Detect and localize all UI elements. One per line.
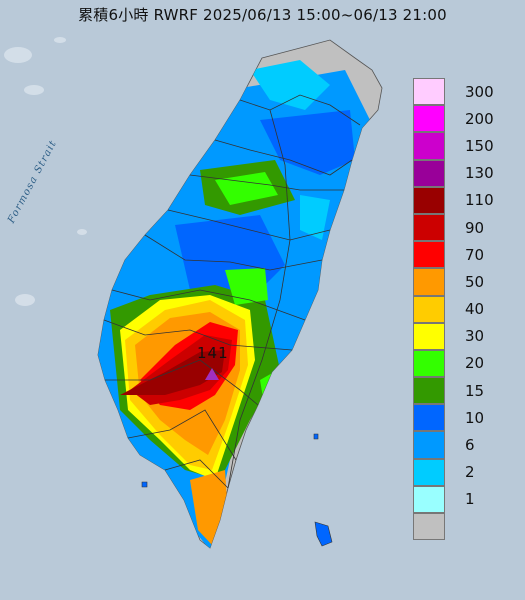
- legend-label: 20: [465, 354, 485, 373]
- legend-label: 2: [465, 463, 475, 482]
- legend-label: 40: [465, 300, 485, 319]
- legend-label: 300: [465, 82, 494, 101]
- offshore-islands: [141, 433, 333, 547]
- legend-label: 110: [465, 191, 494, 210]
- legend-label: 1: [465, 490, 475, 509]
- legend-swatch: [413, 377, 445, 405]
- peak-marker-icon: [205, 368, 219, 380]
- legend-swatch: [413, 349, 445, 378]
- legend-label: 70: [465, 245, 485, 264]
- legend-swatch: [413, 513, 445, 541]
- legend-swatch: [413, 485, 445, 513]
- legend-label: 90: [465, 218, 485, 237]
- legend-swatch: [413, 431, 445, 459]
- legend-swatch: [413, 78, 445, 106]
- legend-label: 15: [465, 381, 485, 400]
- peak-value-label: 141: [197, 344, 229, 362]
- legend-swatch: [413, 105, 445, 133]
- legend-swatch: [413, 132, 445, 160]
- legend-label: 6: [465, 436, 475, 455]
- legend-swatch: [413, 186, 445, 214]
- cloud-patches: [4, 37, 87, 306]
- legend-label: 130: [465, 164, 494, 183]
- legend-label: 200: [465, 109, 494, 128]
- legend-label: 10: [465, 408, 485, 427]
- map-title: 累積6小時 RWRF 2025/06/13 15:00~06/13 21:00: [78, 6, 447, 24]
- legend-label: 150: [465, 136, 494, 155]
- legend-swatch: [413, 295, 445, 323]
- legend-swatch: [413, 241, 445, 269]
- legend-swatch: [413, 159, 445, 187]
- legend-swatch: [413, 213, 445, 242]
- legend-swatch: [413, 268, 445, 296]
- legend-label: 30: [465, 327, 485, 346]
- legend-swatch: [413, 458, 445, 486]
- legend-swatch: [413, 404, 445, 432]
- rainfall-shading: [98, 60, 380, 548]
- legend-label: 50: [465, 272, 485, 291]
- legend-swatch: [413, 322, 445, 350]
- county-boundaries: [103, 94, 361, 489]
